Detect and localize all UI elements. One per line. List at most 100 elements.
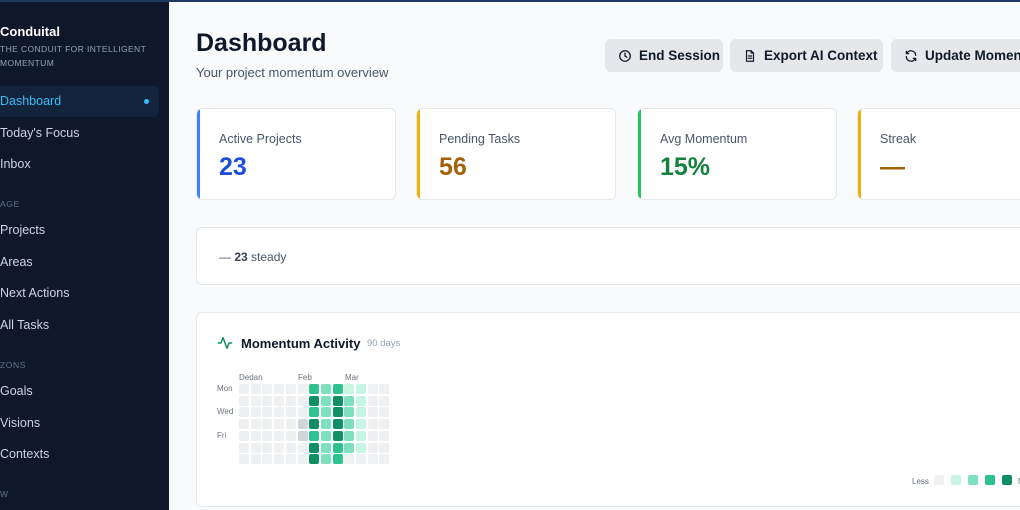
heatmap-cell[interactable] <box>285 454 296 465</box>
heatmap-cell[interactable] <box>250 407 261 418</box>
heatmap-cell[interactable] <box>262 407 273 418</box>
heatmap-cell[interactable] <box>309 419 320 430</box>
heatmap-cell[interactable] <box>356 407 366 418</box>
heatmap-cell[interactable] <box>332 430 343 441</box>
heatmap-cell[interactable] <box>344 454 355 465</box>
heatmap-cell[interactable] <box>379 442 390 453</box>
heatmap-cell[interactable] <box>379 419 390 430</box>
heatmap-cell[interactable] <box>297 442 308 453</box>
heatmap-cell[interactable] <box>262 419 273 430</box>
sidebar-item-areas[interactable]: Areas <box>0 247 159 278</box>
heatmap-cell[interactable] <box>320 454 331 465</box>
heatmap-cell[interactable] <box>367 442 378 453</box>
sidebar-item-all-tasks[interactable]: All Tasks <box>0 310 159 341</box>
heatmap-cell[interactable] <box>309 454 320 465</box>
heatmap-cell[interactable] <box>379 430 390 441</box>
sidebar-item-dashboard[interactable]: Dashboard <box>0 86 159 117</box>
heatmap-cell[interactable] <box>344 442 355 453</box>
heatmap-cell[interactable] <box>309 430 320 441</box>
heatmap-cell[interactable] <box>309 384 320 394</box>
heatmap-cell[interactable] <box>297 407 308 418</box>
heatmap-cell[interactable] <box>274 407 285 418</box>
heatmap-cell[interactable] <box>344 384 355 394</box>
heatmap-cell[interactable] <box>250 419 261 430</box>
heatmap-cell[interactable] <box>285 419 296 430</box>
sidebar-item-goals[interactable]: Goals <box>0 376 159 407</box>
heatmap-cell[interactable] <box>297 384 308 394</box>
heatmap-cell[interactable] <box>274 384 285 394</box>
heatmap-cell[interactable] <box>239 454 249 465</box>
heatmap-cell[interactable] <box>332 442 343 453</box>
end-session-button[interactable]: End Session <box>605 39 723 72</box>
heatmap-cell[interactable] <box>297 395 308 406</box>
heatmap-cell[interactable] <box>332 395 343 406</box>
heatmap-cell[interactable] <box>367 395 378 406</box>
heatmap-cell[interactable] <box>379 454 390 465</box>
heatmap-cell[interactable] <box>274 442 285 453</box>
heatmap-cell[interactable] <box>356 419 366 430</box>
heatmap-cell[interactable] <box>320 419 331 430</box>
heatmap-cell[interactable] <box>332 419 343 430</box>
heatmap-cell[interactable] <box>250 454 261 465</box>
heatmap-cell[interactable] <box>285 395 296 406</box>
heatmap-cell[interactable] <box>367 384 378 394</box>
heatmap-cell[interactable] <box>297 454 308 465</box>
heatmap-cell[interactable] <box>285 430 296 441</box>
heatmap-cell[interactable] <box>262 430 273 441</box>
heatmap-cell[interactable] <box>250 395 261 406</box>
heatmap-cell[interactable] <box>262 442 273 453</box>
heatmap-cell[interactable] <box>274 430 285 441</box>
heatmap-cell[interactable] <box>309 442 320 453</box>
heatmap-cell[interactable] <box>250 384 261 394</box>
heatmap-cell[interactable] <box>239 395 249 406</box>
heatmap-cell[interactable] <box>262 384 273 394</box>
heatmap-cell[interactable] <box>356 430 366 441</box>
sidebar-item-contexts[interactable]: Contexts <box>0 439 159 470</box>
heatmap-cell[interactable] <box>239 430 249 441</box>
update-momentum-button[interactable]: Update Momentum <box>891 39 1020 72</box>
heatmap-cell[interactable] <box>332 384 343 394</box>
heatmap-cell[interactable] <box>344 407 355 418</box>
heatmap-cell[interactable] <box>332 407 343 418</box>
heatmap-cell[interactable] <box>344 430 355 441</box>
heatmap-cell[interactable] <box>274 419 285 430</box>
heatmap-cell[interactable] <box>344 395 355 406</box>
heatmap-cell[interactable] <box>309 407 320 418</box>
heatmap-cell[interactable] <box>274 454 285 465</box>
heatmap-cell[interactable] <box>379 384 390 394</box>
heatmap-cell[interactable] <box>367 407 378 418</box>
heatmap-cell[interactable] <box>285 384 296 394</box>
heatmap-cell[interactable] <box>320 384 331 394</box>
heatmap-cell[interactable] <box>274 395 285 406</box>
heatmap-cell[interactable] <box>356 395 366 406</box>
heatmap-cell[interactable] <box>367 419 378 430</box>
heatmap-cell[interactable] <box>285 442 296 453</box>
heatmap-cell[interactable] <box>297 419 308 430</box>
heatmap-cell[interactable] <box>320 442 331 453</box>
export-ai-context-button[interactable]: Export AI Context <box>730 39 883 72</box>
heatmap-cell[interactable] <box>309 395 320 406</box>
heatmap-cell[interactable] <box>250 442 261 453</box>
sidebar-item-projects[interactable]: Projects <box>0 215 159 246</box>
heatmap-cell[interactable] <box>379 407 390 418</box>
heatmap-cell[interactable] <box>320 430 331 441</box>
sidebar-item-next-actions[interactable]: Next Actions <box>0 278 159 309</box>
heatmap-cell[interactable] <box>262 395 273 406</box>
heatmap-cell[interactable] <box>367 454 378 465</box>
heatmap-cell[interactable] <box>285 407 296 418</box>
heatmap-cell[interactable] <box>320 407 331 418</box>
heatmap-cell[interactable] <box>356 384 366 394</box>
heatmap-cell[interactable] <box>239 384 249 394</box>
heatmap-cell[interactable] <box>356 442 366 453</box>
heatmap-cell[interactable] <box>239 419 249 430</box>
heatmap-cell[interactable] <box>356 454 366 465</box>
heatmap-cell[interactable] <box>367 430 378 441</box>
heatmap-cell[interactable] <box>344 419 355 430</box>
heatmap-cell[interactable] <box>379 395 390 406</box>
sidebar-item-visions[interactable]: Visions <box>0 408 159 439</box>
heatmap-cell[interactable] <box>320 395 331 406</box>
heatmap-cell[interactable] <box>239 442 249 453</box>
heatmap-cell[interactable] <box>262 454 273 465</box>
heatmap-cell[interactable] <box>297 430 308 441</box>
heatmap-cell[interactable] <box>239 407 249 418</box>
